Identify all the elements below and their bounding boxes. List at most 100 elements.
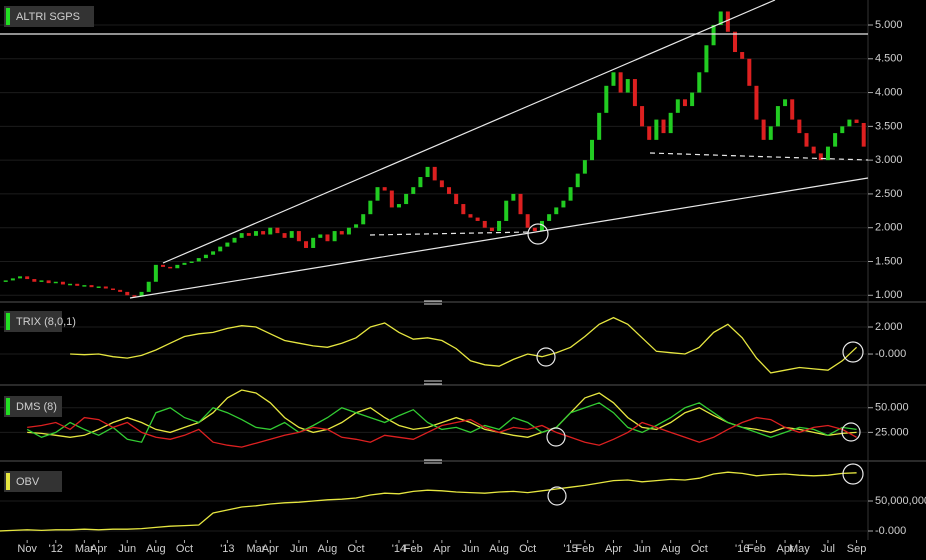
candle xyxy=(711,25,716,46)
x-tick-label: Apr xyxy=(776,543,793,555)
candle xyxy=(783,99,788,107)
y-tick-label: 4.500 xyxy=(875,53,903,65)
candle xyxy=(146,281,151,292)
candle xyxy=(225,242,230,247)
candle xyxy=(289,231,294,238)
candle xyxy=(525,214,530,228)
candle xyxy=(847,119,852,127)
candle xyxy=(597,112,602,140)
candle xyxy=(18,276,23,279)
candle xyxy=(311,237,316,248)
candle xyxy=(632,79,637,107)
candle xyxy=(282,233,287,238)
candle xyxy=(46,280,51,284)
candle xyxy=(211,251,216,255)
candle xyxy=(189,261,194,263)
x-tick-label: Nov xyxy=(17,543,37,555)
panel-title: DMS (8) xyxy=(16,401,57,413)
candle xyxy=(675,99,680,113)
x-tick-label: May xyxy=(789,543,810,555)
candle xyxy=(432,166,437,181)
panel-title: OBV xyxy=(16,476,40,488)
x-tick-label: Jul xyxy=(821,543,835,555)
x-tick-label: '15 xyxy=(563,543,577,555)
candle xyxy=(404,193,409,205)
candle xyxy=(439,180,444,188)
candle xyxy=(489,227,494,232)
candle xyxy=(103,286,108,289)
candle xyxy=(447,187,452,194)
candle xyxy=(382,187,387,191)
candle xyxy=(75,283,80,286)
panel-title-box xyxy=(4,6,94,27)
series-line xyxy=(26,402,857,443)
candle xyxy=(582,160,587,174)
candle xyxy=(161,264,166,267)
panel-title-marker xyxy=(6,398,10,415)
candle xyxy=(561,200,566,208)
y-tick-label: 4.000 xyxy=(875,86,903,98)
candle xyxy=(182,262,187,265)
candle xyxy=(175,264,180,269)
candle xyxy=(239,233,244,238)
x-tick-label: '14 xyxy=(392,543,406,555)
y-tick-label: 2.500 xyxy=(875,188,903,200)
candle xyxy=(761,119,766,140)
y-tick-label: 50,000,000 xyxy=(875,495,926,507)
candle xyxy=(833,133,838,147)
candle xyxy=(461,204,466,215)
candle xyxy=(775,106,780,127)
panel-title: ALTRI SGPS xyxy=(16,11,80,23)
x-tick-label: Oct xyxy=(519,543,536,555)
candle xyxy=(690,92,695,107)
candle xyxy=(854,119,859,123)
candle xyxy=(804,133,809,147)
x-tick-label: Apr xyxy=(262,543,279,555)
candle xyxy=(754,85,759,120)
x-tick-label: Aug xyxy=(146,543,166,555)
candle xyxy=(53,281,58,284)
candle xyxy=(32,279,37,282)
candle xyxy=(547,214,552,221)
candle xyxy=(861,122,866,147)
x-tick-label: Oct xyxy=(691,543,708,555)
candle xyxy=(661,119,666,134)
candle xyxy=(575,173,580,188)
candle xyxy=(682,99,687,107)
candle xyxy=(25,276,30,280)
x-tick-label: Jun xyxy=(633,543,651,555)
candle xyxy=(253,231,258,236)
candle xyxy=(790,99,795,120)
candle xyxy=(168,266,173,269)
y-tick-label: -0.000 xyxy=(875,525,906,537)
candle xyxy=(396,204,401,208)
candle xyxy=(368,200,373,215)
y-tick-label: 50.000 xyxy=(875,402,909,414)
y-tick-label: 1.500 xyxy=(875,255,903,267)
candle xyxy=(318,234,323,238)
y-tick-label: 5.000 xyxy=(875,19,903,31)
panel-title-marker xyxy=(6,473,10,490)
candle xyxy=(68,283,73,286)
candle xyxy=(654,119,659,140)
candle xyxy=(375,187,380,201)
series-line xyxy=(27,416,857,448)
x-tick-label: Feb xyxy=(404,543,423,555)
candle xyxy=(275,227,280,234)
x-tick-label: Feb xyxy=(747,543,766,555)
series-line xyxy=(27,389,857,438)
candle xyxy=(246,233,251,236)
panel-grips[interactable] xyxy=(424,300,442,464)
candle xyxy=(196,258,201,262)
candle xyxy=(768,126,773,140)
x-tick-label: Aug xyxy=(489,543,509,555)
y-tick-label: 2.000 xyxy=(875,222,903,234)
candle xyxy=(304,241,309,248)
x-tick-label: Aug xyxy=(318,543,338,555)
candle xyxy=(296,231,301,242)
candle xyxy=(604,85,609,113)
candle xyxy=(339,231,344,235)
candle xyxy=(232,237,237,243)
candle xyxy=(118,289,123,292)
